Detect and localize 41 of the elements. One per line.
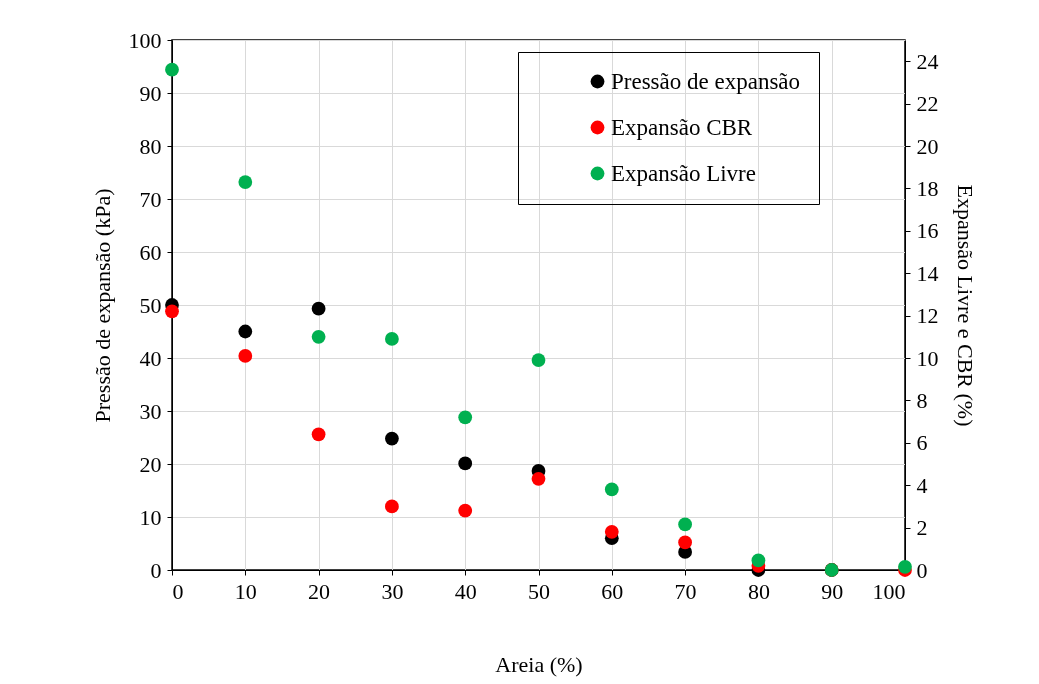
x-tick-label: 70 xyxy=(674,578,697,604)
x-tick-label: 100 xyxy=(872,578,906,604)
y-tick-label: 100 xyxy=(128,27,162,53)
y2-tick-label: 14 xyxy=(916,260,939,286)
y2-tick-label: 2 xyxy=(916,515,928,541)
y-tick-label: 30 xyxy=(139,398,162,424)
x-tick-label: 90 xyxy=(821,578,844,604)
legend-label: Pressão de expansão xyxy=(611,68,801,94)
y-tick-label: 40 xyxy=(139,345,162,371)
y2-tick-label: 8 xyxy=(916,387,928,413)
x-tick-label: 0 xyxy=(172,578,184,604)
y2-axis-title: Expansão Livre e CBR (%) xyxy=(952,184,978,427)
y2-tick-label: 20 xyxy=(916,133,939,159)
y-tick-label: 70 xyxy=(139,186,162,212)
y-tick-label: 50 xyxy=(139,292,162,318)
y-tick-label: 80 xyxy=(139,133,162,159)
y2-tick-label: 6 xyxy=(916,430,928,456)
x-tick-label: 20 xyxy=(308,578,331,604)
x-tick-label: 40 xyxy=(454,578,477,604)
x-tick-label: 10 xyxy=(234,578,257,604)
y-axis-title: Pressão de expansão (kPa) xyxy=(89,188,115,423)
y-tick-label: 0 xyxy=(150,557,162,583)
x-axis-title: Areia (%) xyxy=(495,651,583,677)
y2-tick-label: 24 xyxy=(916,48,939,74)
legend-label: Expansão CBR xyxy=(611,114,753,140)
y2-tick-label: 18 xyxy=(916,175,939,201)
x-tick-label: 60 xyxy=(601,578,624,604)
y-tick-label: 90 xyxy=(139,80,162,106)
x-tick-label: 50 xyxy=(528,578,550,604)
y-tick-label: 60 xyxy=(139,239,162,265)
y2-tick-label: 0 xyxy=(916,557,928,583)
y2-tick-label: 12 xyxy=(916,303,939,329)
y2-tick-label: 4 xyxy=(916,472,928,498)
x-tick-label: 80 xyxy=(747,578,770,604)
x-tick-label: 30 xyxy=(381,578,404,604)
y2-tick-label: 10 xyxy=(916,345,939,371)
legend-label: Expansão Livre xyxy=(611,160,756,186)
y-tick-label: 10 xyxy=(139,504,162,530)
y2-tick-label: 22 xyxy=(916,91,939,117)
y2-tick-label: 16 xyxy=(916,218,939,244)
y-tick-label: 20 xyxy=(139,451,162,477)
